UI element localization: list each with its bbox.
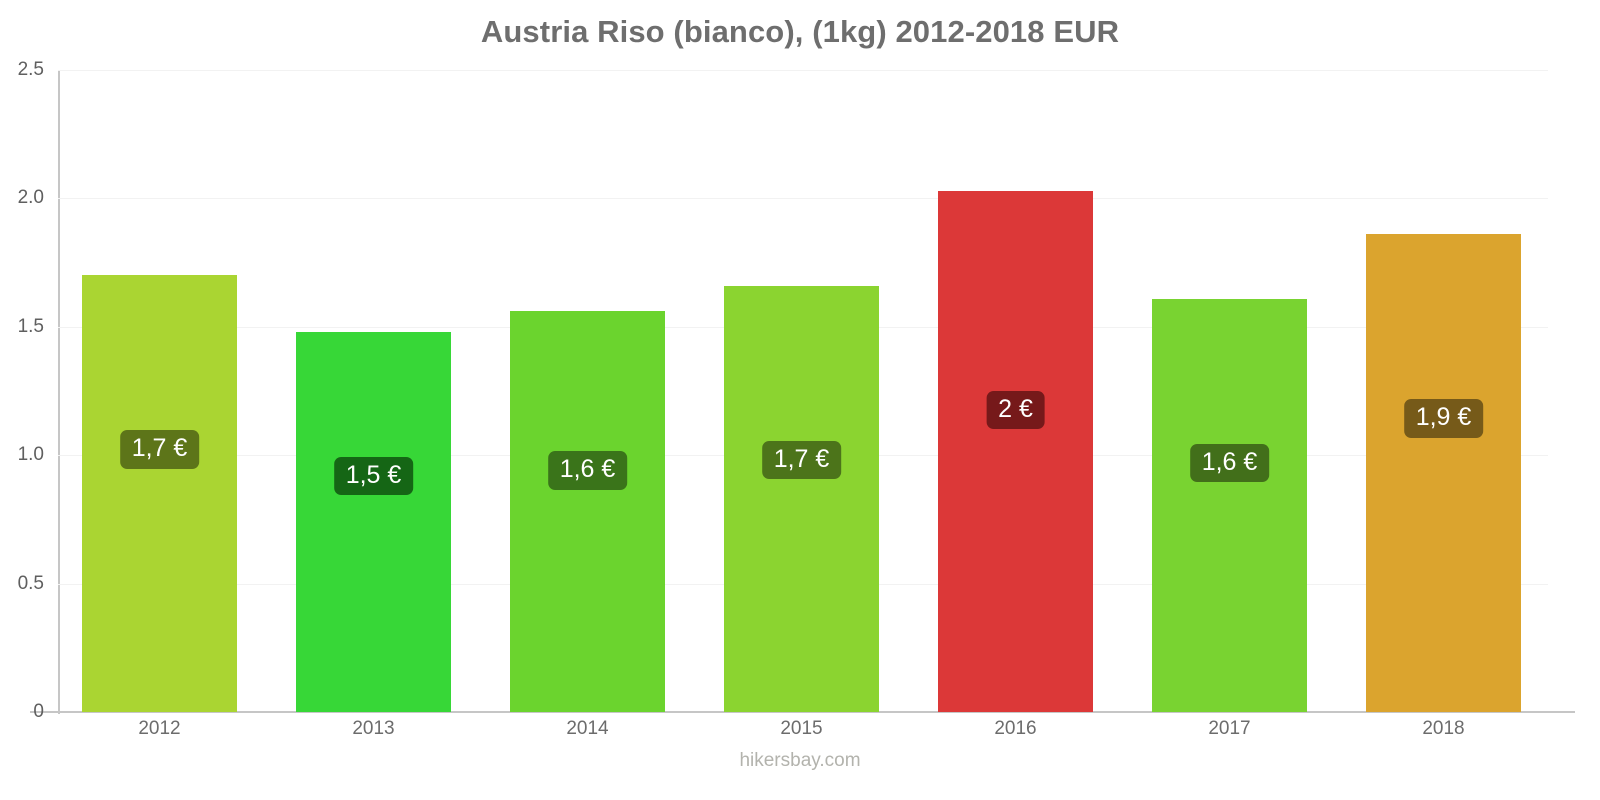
bar-value-label: 1,7 € <box>761 440 842 479</box>
x-axis-tick-label: 2013 <box>352 718 395 739</box>
x-axis-tick-label: 2017 <box>1208 718 1251 739</box>
bar-2014[interactable]: 1,6 € <box>510 311 665 712</box>
bar-value-label: 2 € <box>986 390 1045 429</box>
gridline <box>58 712 1548 713</box>
gridline <box>58 198 1548 200</box>
source-watermark: hikersbay.com <box>739 750 861 771</box>
y-axis-tick-label: 2.5 <box>17 59 44 80</box>
y-axis-tick-label: 0.5 <box>17 572 44 594</box>
bar-value-label: 1,6 € <box>547 451 628 490</box>
bar-value-label: 1,5 € <box>333 456 414 496</box>
x-axis-tick-label: 2012 <box>138 718 181 739</box>
chart-title: Austria Riso (bianco), (1kg) 2012-2018 E… <box>480 14 1120 49</box>
bar-2013[interactable]: 1,5 € <box>296 331 451 712</box>
bar-2018[interactable]: 1,9 € <box>1366 234 1521 712</box>
bar-2015[interactable]: 1,7 € <box>724 285 879 712</box>
plot-area: 1,7 € 1,5 € 1,6 € 1,7 € 2 € 1,6 € 1,9 € <box>58 70 1548 712</box>
bar-2017[interactable]: 1,6 € <box>1152 298 1307 712</box>
gridline <box>58 70 1548 71</box>
y-axis-tick-label: 2.0 <box>17 187 44 209</box>
y-axis-tick-label: 0 <box>33 701 44 722</box>
x-axis-tick-label: 2018 <box>1422 718 1465 739</box>
x-axis-tick-label: 2015 <box>780 718 823 739</box>
x-axis-tick-label: 2014 <box>566 718 609 739</box>
x-axis-tick-label: 2016 <box>994 718 1037 739</box>
bar-value-label: 1,7 € <box>119 430 200 469</box>
bar-2016[interactable]: 2 € <box>938 190 1093 712</box>
y-axis-line <box>58 70 60 714</box>
y-axis-tick-label: 1.5 <box>17 315 44 337</box>
bar-value-label: 1,9 € <box>1403 399 1484 438</box>
y-axis-tick-label: 1.0 <box>17 444 44 466</box>
x-axis-line <box>30 711 1575 713</box>
bar-value-label: 1,6 € <box>1189 443 1270 482</box>
bar-2012[interactable]: 1,7 € <box>82 275 237 712</box>
